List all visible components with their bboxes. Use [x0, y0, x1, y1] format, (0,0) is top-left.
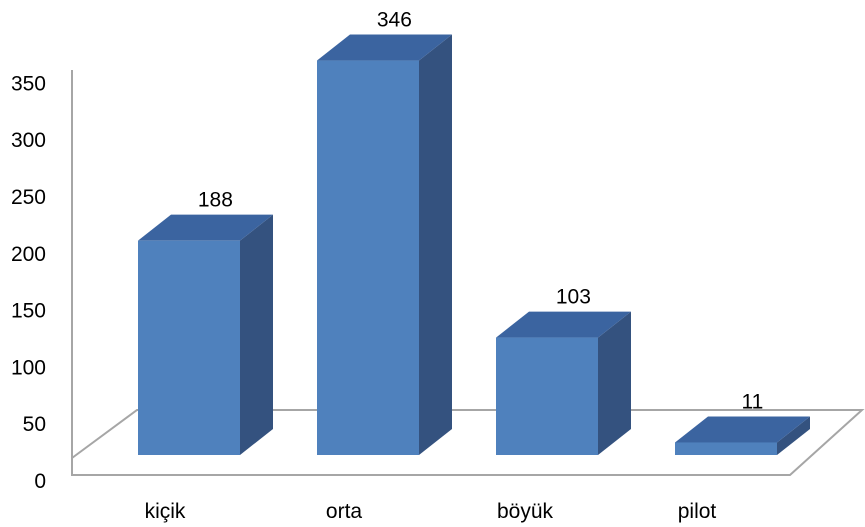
data-label: 103	[556, 286, 591, 309]
bar-top	[138, 214, 273, 241]
bar-böyük	[496, 311, 631, 455]
x-category-label: böyük	[497, 500, 554, 523]
bar-front	[675, 442, 777, 455]
y-tick-label: 0	[34, 470, 46, 493]
y-tick-label: 150	[11, 300, 46, 323]
bar-side	[777, 416, 810, 455]
y-tick-label: 250	[11, 186, 46, 209]
y-tick-label: 100	[11, 356, 46, 379]
data-label: 188	[198, 189, 233, 212]
bar-front	[138, 240, 240, 455]
x-category-label: pilot	[678, 500, 717, 523]
y-tick-label: 350	[11, 72, 46, 95]
bar-kiçik	[138, 214, 273, 455]
y-tick-label: 300	[11, 129, 46, 152]
bar-front	[317, 60, 419, 456]
bars	[138, 34, 810, 456]
bar-top	[496, 311, 631, 338]
bar-top	[675, 416, 810, 443]
chart-floor	[71, 409, 865, 476]
labels: 0 50 100 150 200 250 300 350 188 kiçik 346 orta 103 b…	[11, 9, 763, 523]
bar-front	[496, 337, 598, 455]
x-category-label: kiçik	[145, 500, 186, 523]
y-tick-label: 200	[11, 243, 46, 266]
floor-outline	[71, 409, 865, 476]
data-label: 346	[377, 9, 412, 32]
bar-orta	[317, 34, 452, 456]
data-label: 11	[741, 390, 763, 413]
bar-side	[240, 214, 273, 455]
bar-side	[598, 311, 631, 455]
y-tick-label: 50	[23, 413, 46, 436]
x-category-label: orta	[326, 500, 363, 523]
bar-pilot	[675, 416, 810, 455]
bar-side	[419, 34, 452, 456]
bar-top	[317, 34, 452, 61]
